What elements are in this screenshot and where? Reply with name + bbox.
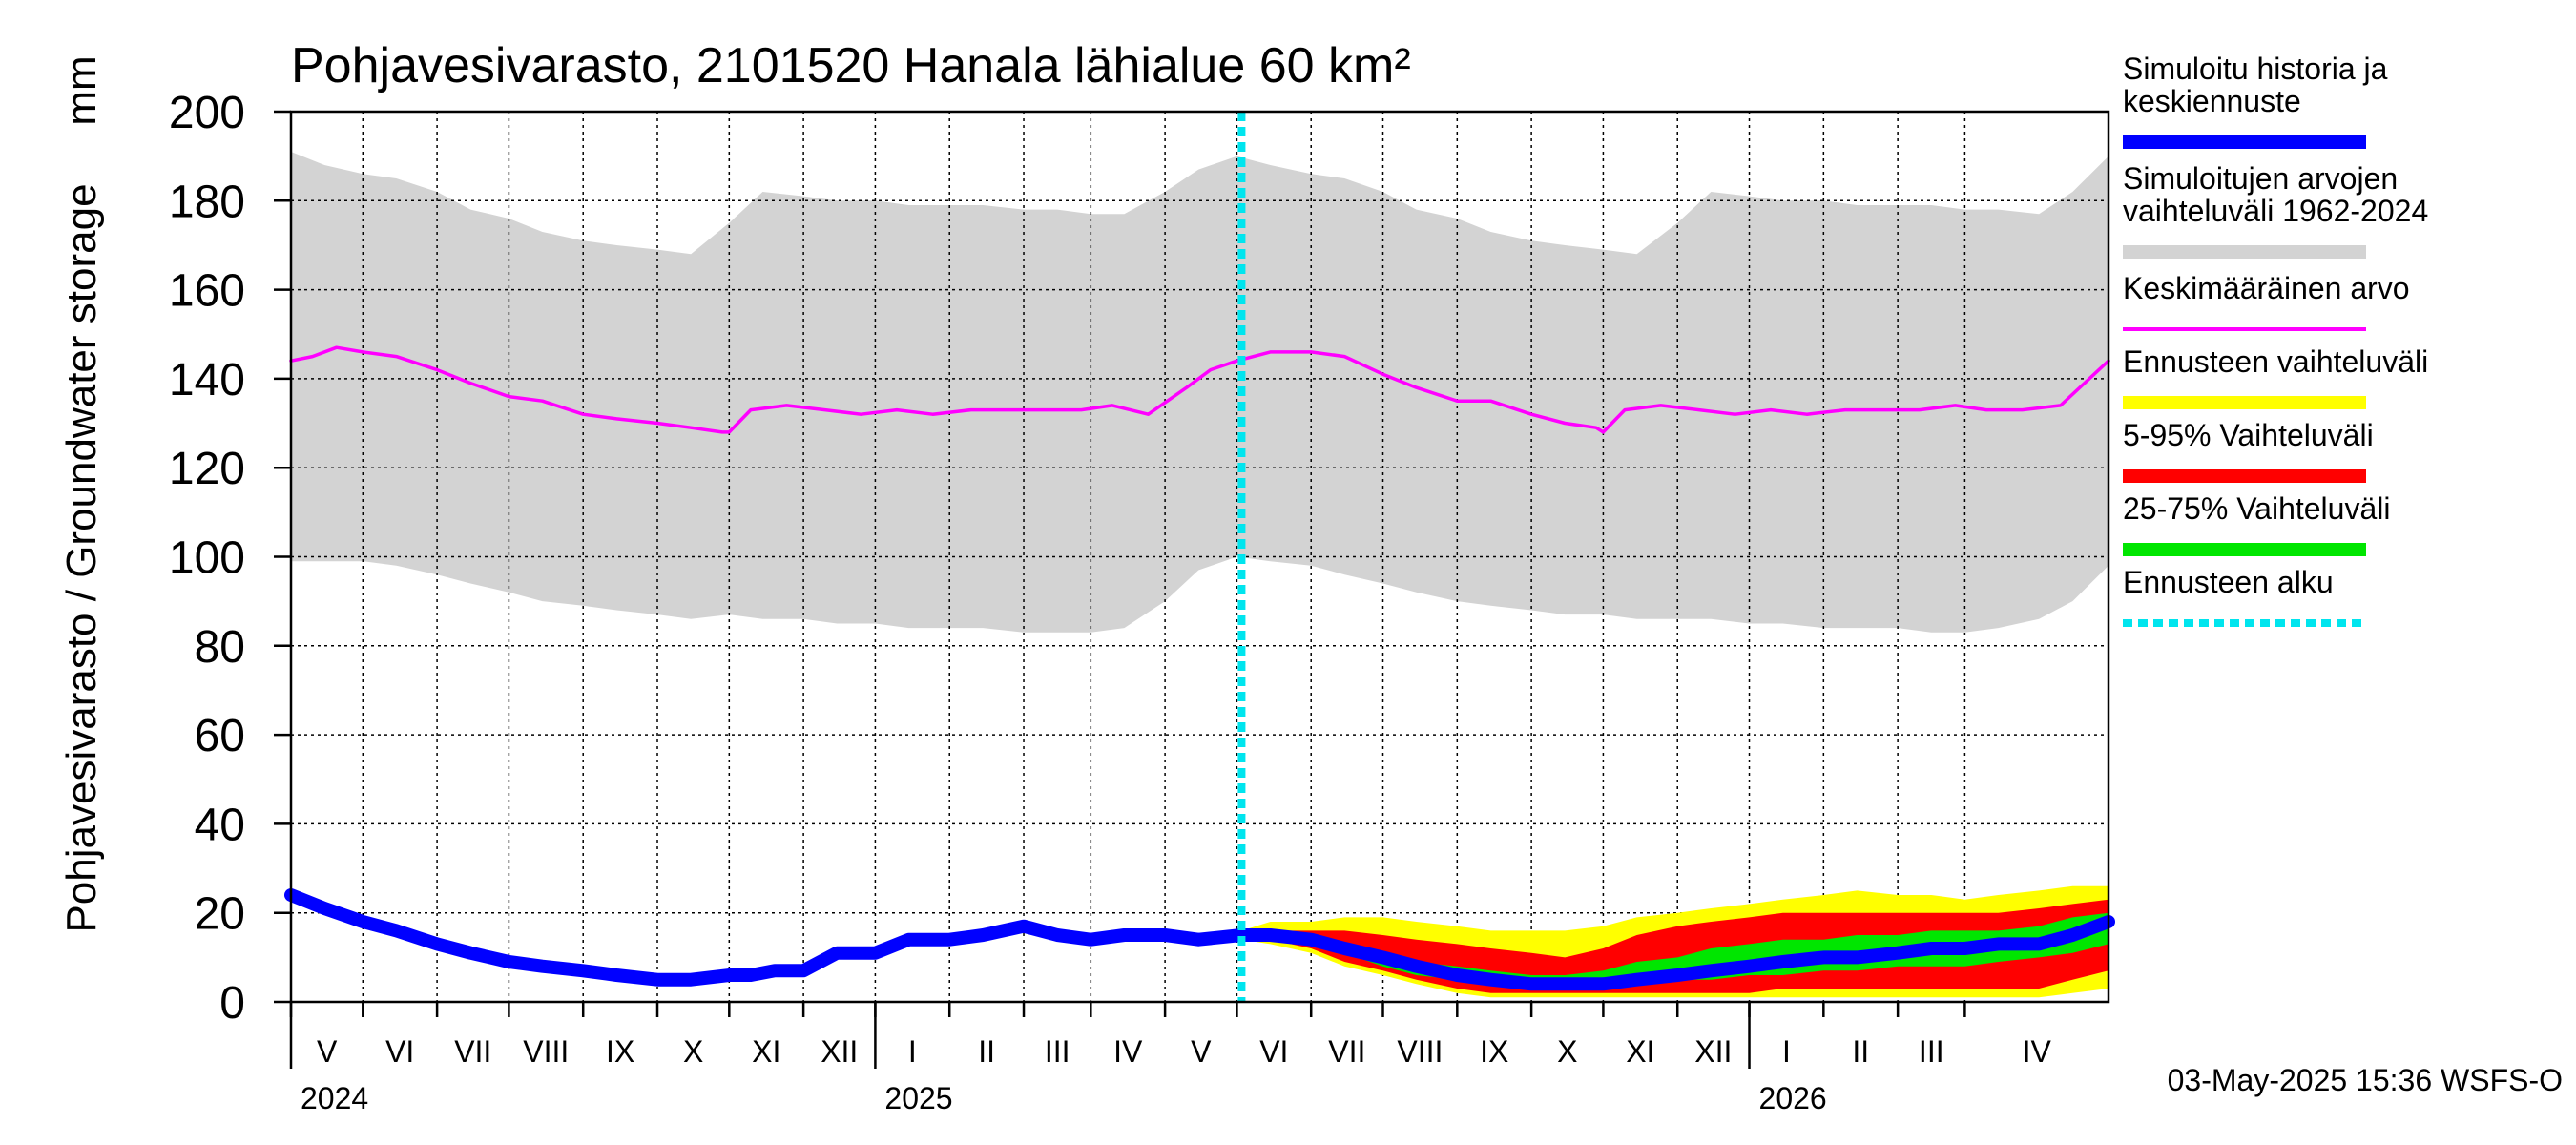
y-tick-label-160: 160: [169, 266, 245, 317]
legend-label-forecast_range: Ennusteen vaihteluväli: [2123, 344, 2428, 379]
month-label-2025-11-01: XII: [1694, 1034, 1732, 1069]
y-tick-label-60: 60: [195, 711, 245, 761]
month-label-2025-06-01: VII: [1328, 1034, 1365, 1069]
x-tick-labels: V VI VII VIII IX X XI XII I II III IV V VI VII VIII IX X X…: [301, 1034, 2051, 1115]
month-label-2025-04-01: V: [1191, 1034, 1212, 1069]
month-label-2024-08-01: IX: [606, 1034, 634, 1069]
y-tick-label-0: 0: [219, 978, 245, 1029]
legend-label-range: Simuloitujen arvojen: [2123, 161, 2398, 196]
legend-label-history: Simuloitu historia ja: [2123, 52, 2388, 86]
month-label-2024-05-01: VI: [385, 1034, 414, 1069]
month-label-2026-02-01: III: [1919, 1034, 1944, 1069]
legend-label-mean: Keskimääräinen arvo: [2123, 271, 2410, 305]
month-label-2025-07-01: VIII: [1397, 1034, 1443, 1069]
month-label-2025-05-01: VI: [1259, 1034, 1288, 1069]
range-band-1962-2024: [291, 152, 2109, 633]
legend-label-range-line2: vaihteluväli 1962-2024: [2123, 194, 2428, 228]
y-axis-unit: mm: [58, 55, 105, 125]
legend-label-p25_75: 25-75% Vaihteluväli: [2123, 491, 2390, 526]
month-label-2025-12-01: I: [1782, 1034, 1791, 1069]
y-tick-label-100: 100: [169, 533, 245, 584]
y-tick-label-140: 140: [169, 355, 245, 406]
y-tick-label-40: 40: [195, 800, 245, 850]
y-tick-labels: 0 20 40 60 80 100 120 140 160 180 200: [169, 88, 245, 1029]
footer-timestamp: 03-May-2025 15:36 WSFS-O: [2168, 1063, 2563, 1097]
y-axis-label: Pohjavesivarasto / Groundwater storage: [58, 183, 105, 932]
month-label-2025-09-01: X: [1557, 1034, 1577, 1069]
series-history: [284, 888, 2115, 991]
month-label-2025-03-01: IV: [1113, 1034, 1143, 1069]
chart-title: Pohjavesivarasto, 2101520 Hanala lähialu…: [291, 38, 1411, 94]
series-mean: [289, 345, 2110, 434]
month-label-2026-03-01: IV: [2023, 1034, 2052, 1069]
month-label-2025-08-01: IX: [1480, 1034, 1508, 1069]
month-label-2025-10-01: XI: [1626, 1034, 1654, 1069]
y-tick-label-120: 120: [169, 444, 245, 494]
series-layer: [284, 112, 2115, 1002]
year-label-2024: 2024: [301, 1081, 368, 1115]
plot-frame: [274, 110, 2110, 1069]
month-label-2024-09-01: X: [683, 1034, 703, 1069]
month-label-2024-12-01: I: [908, 1034, 917, 1069]
legend-label-forecast_start: Ennusteen alku: [2123, 565, 2334, 599]
month-label-2024-10-01: XI: [752, 1034, 780, 1069]
y-tick-label-200: 200: [169, 88, 245, 138]
grid-lines: [291, 111, 2109, 1003]
month-label-2024-07-01: VIII: [523, 1034, 569, 1069]
month-label-2024-04-01: V: [317, 1034, 338, 1069]
y-tick-label-180: 180: [169, 177, 245, 227]
y-tick-label-80: 80: [195, 622, 245, 673]
month-label-2026-01-01: II: [1852, 1034, 1869, 1069]
month-label-2024-11-01: XII: [821, 1034, 858, 1069]
year-label-2025: 2025: [884, 1081, 952, 1115]
y-tick-label-20: 20: [195, 889, 245, 940]
month-label-2025-02-01: III: [1045, 1034, 1070, 1069]
month-label-2024-06-01: VII: [454, 1034, 491, 1069]
month-label-2025-01-01: II: [978, 1034, 995, 1069]
legend-label-p5_95: 5-95% Vaihteluväli: [2123, 418, 2374, 452]
year-label-2026: 2026: [1759, 1081, 1827, 1115]
legend-label-history-line2: keskiennuste: [2123, 84, 2301, 118]
